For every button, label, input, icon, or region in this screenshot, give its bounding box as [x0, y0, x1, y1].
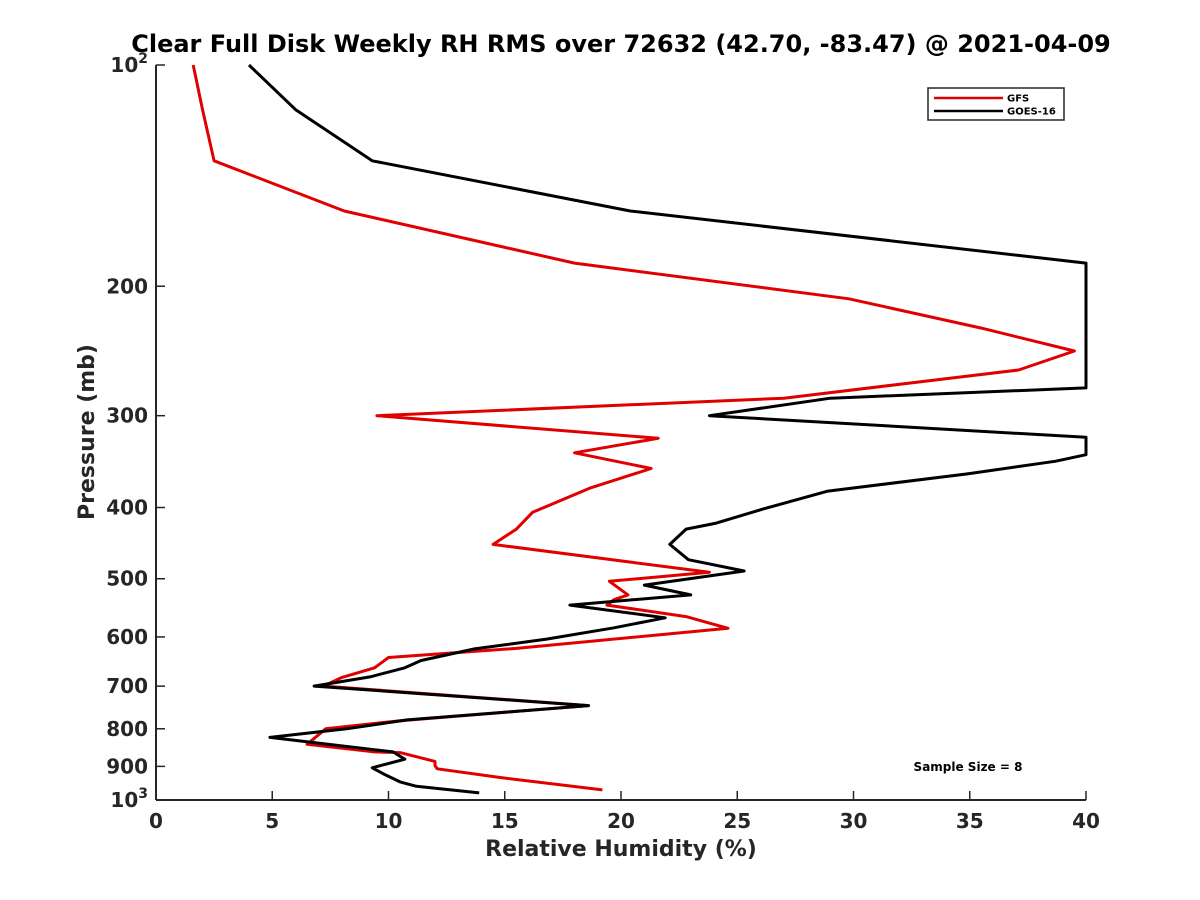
x-tick-label: 30 — [840, 809, 868, 833]
x-tick-label: 0 — [149, 809, 163, 833]
x-tick-label: 40 — [1072, 809, 1100, 833]
x-tick-label: 15 — [491, 809, 519, 833]
y-tick-label: 800 — [106, 717, 148, 741]
legend: GFS GOES-16 — [927, 87, 1065, 121]
x-axis-label: Relative Humidity (%) — [485, 837, 757, 862]
y-tick-label: 500 — [106, 567, 148, 591]
legend-box — [927, 87, 1065, 121]
y-tick-label: 102 — [110, 51, 148, 77]
x-axis-ticks: 0 5 10 15 20 25 30 35 40 — [149, 791, 1100, 833]
y-tick-label: 400 — [106, 496, 148, 520]
y-tick-label: 300 — [106, 404, 148, 428]
x-tick-label: 5 — [265, 809, 279, 833]
series-line-goes16 — [247, 63, 1088, 795]
x-tick-label: 10 — [375, 809, 403, 833]
legend-label-goes16: GOES-16 — [1007, 107, 1056, 118]
y-tick-label: 103 — [110, 786, 148, 812]
chart-title: Clear Full Disk Weekly RH RMS over 72632… — [131, 30, 1111, 58]
x-tick-label: 25 — [723, 809, 751, 833]
sample-size-annotation: Sample Size = 8 — [914, 760, 1023, 774]
y-tick-label: 900 — [106, 754, 148, 778]
series-lines — [191, 63, 1088, 795]
y-axis-label: Pressure (mb) — [75, 344, 100, 520]
y-tick-label: 200 — [106, 274, 148, 298]
x-tick-label: 20 — [607, 809, 635, 833]
x-tick-label: 35 — [956, 809, 984, 833]
y-tick-label: 700 — [106, 674, 148, 698]
y-axis-ticks: 102 200 300 400 500 600 700 800 900 103 — [106, 51, 165, 812]
series-line-gfs — [191, 64, 1076, 792]
y-tick-label: 600 — [106, 625, 148, 649]
legend-label-gfs: GFS — [1007, 94, 1029, 105]
